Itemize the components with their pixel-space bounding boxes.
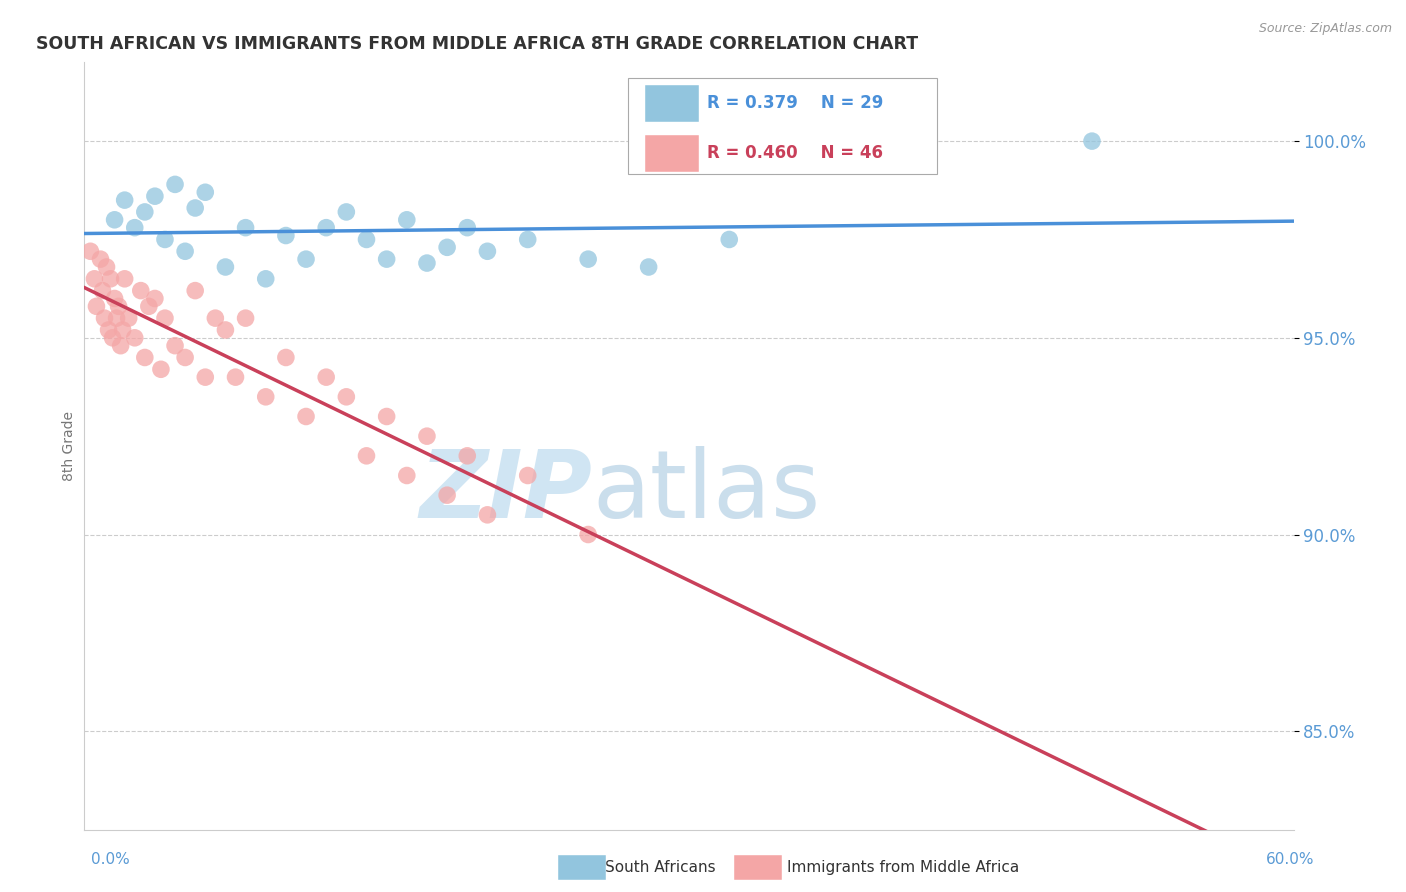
Point [134, 205, 156, 219]
Point [356, 449, 378, 463]
FancyBboxPatch shape [628, 78, 936, 174]
Text: ZIP: ZIP [419, 446, 592, 538]
Point [416, 429, 439, 443]
Point [295, 409, 318, 424]
Point [165, 339, 187, 353]
Point [194, 186, 217, 200]
Point [107, 299, 129, 313]
Text: Source: ZipAtlas.com: Source: ZipAtlas.com [1258, 22, 1392, 36]
Point [315, 220, 337, 235]
Point [129, 284, 152, 298]
Point [174, 351, 197, 365]
Point [110, 339, 132, 353]
Point [274, 351, 297, 365]
Point [114, 272, 136, 286]
Text: atlas: atlas [592, 446, 821, 538]
Text: 60.0%: 60.0% [1267, 852, 1315, 867]
Point [315, 370, 337, 384]
Point [83, 272, 105, 286]
Point [184, 201, 207, 215]
Point [516, 468, 538, 483]
Text: R = 0.379    N = 29: R = 0.379 N = 29 [707, 94, 883, 112]
Point [718, 232, 741, 246]
Point [194, 370, 217, 384]
Point [576, 527, 599, 541]
Point [335, 205, 357, 219]
Point [104, 212, 127, 227]
Point [89, 252, 111, 267]
Text: South Africans: South Africans [605, 860, 716, 874]
Point [118, 311, 141, 326]
Point [516, 232, 538, 246]
Text: SOUTH AFRICAN VS IMMIGRANTS FROM MIDDLE AFRICA 8TH GRADE CORRELATION CHART: SOUTH AFRICAN VS IMMIGRANTS FROM MIDDLE … [37, 35, 918, 53]
Y-axis label: 8th Grade: 8th Grade [62, 411, 76, 481]
Point [143, 189, 166, 203]
Point [114, 193, 136, 207]
Point [105, 311, 128, 326]
Point [153, 232, 176, 246]
Point [174, 244, 197, 259]
Point [124, 331, 146, 345]
Point [225, 370, 247, 384]
Point [456, 220, 478, 235]
Point [93, 311, 115, 326]
Point [79, 244, 101, 259]
Point [1081, 134, 1104, 148]
Point [295, 252, 318, 267]
Point [184, 284, 207, 298]
Point [456, 449, 478, 463]
Point [111, 323, 134, 337]
Point [104, 292, 127, 306]
Point [134, 351, 156, 365]
Point [214, 260, 236, 274]
Point [254, 390, 277, 404]
Point [477, 508, 499, 522]
Point [436, 240, 458, 254]
Point [153, 311, 176, 326]
Point [204, 311, 226, 326]
Point [100, 272, 122, 286]
Text: R = 0.460    N = 46: R = 0.460 N = 46 [707, 144, 883, 162]
Text: Immigrants from Middle Africa: Immigrants from Middle Africa [787, 860, 1019, 874]
Point [97, 323, 120, 337]
Point [138, 299, 160, 313]
Point [124, 220, 146, 235]
FancyBboxPatch shape [645, 86, 699, 122]
Point [165, 178, 187, 192]
Point [375, 252, 398, 267]
Point [235, 220, 257, 235]
Point [477, 244, 499, 259]
Point [395, 212, 418, 227]
Point [375, 409, 398, 424]
FancyBboxPatch shape [645, 136, 699, 172]
Point [576, 252, 599, 267]
Point [637, 260, 659, 274]
Point [356, 232, 378, 246]
Point [214, 323, 236, 337]
Point [86, 299, 108, 313]
Point [149, 362, 172, 376]
Point [101, 331, 124, 345]
Point [436, 488, 458, 502]
Point [274, 228, 297, 243]
Point [91, 284, 114, 298]
Point [416, 256, 439, 270]
Point [335, 390, 357, 404]
Point [96, 260, 118, 274]
Point [235, 311, 257, 326]
Point [143, 292, 166, 306]
Point [395, 468, 418, 483]
Text: 0.0%: 0.0% [91, 852, 131, 867]
Point [254, 272, 277, 286]
